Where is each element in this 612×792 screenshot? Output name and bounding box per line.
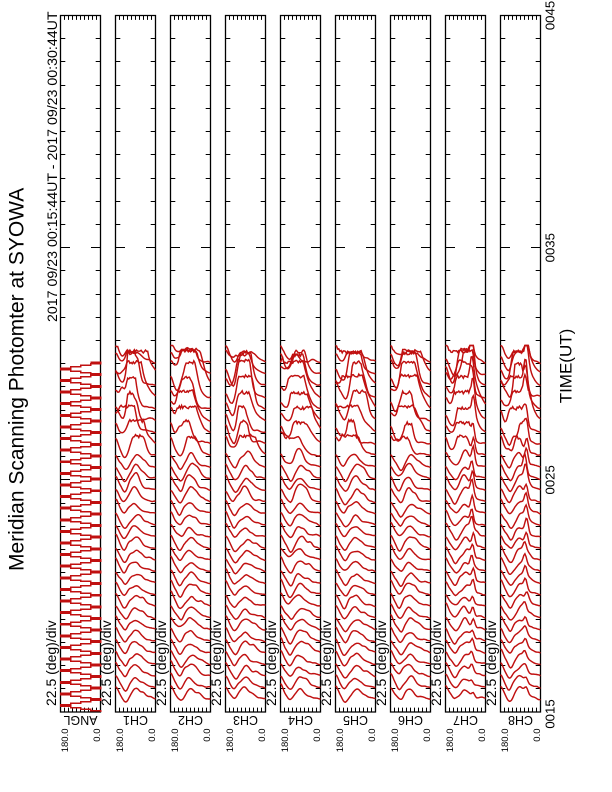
svg-text:2017 09/23 00:15:44UT - 2017 0: 2017 09/23 00:15:44UT - 2017 09/23 00:30…	[45, 11, 61, 322]
svg-text:ANGL: ANGL	[63, 713, 97, 727]
svg-text:0.0: 0.0	[422, 729, 433, 742]
svg-text:TIME(UT): TIME(UT)	[557, 329, 576, 404]
svg-text:CH8: CH8	[508, 713, 533, 727]
svg-text:0.0: 0.0	[532, 729, 543, 742]
svg-text:180.0: 180.0	[115, 729, 126, 753]
svg-text:0.0: 0.0	[477, 729, 488, 742]
svg-text:22.5 (deg)/div: 22.5 (deg)/div	[318, 620, 334, 706]
svg-text:CH6: CH6	[398, 713, 423, 727]
svg-text:22.5 (deg)/div: 22.5 (deg)/div	[428, 620, 444, 706]
svg-text:0.0: 0.0	[367, 729, 378, 742]
svg-text:22.5 (deg)/div: 22.5 (deg)/div	[153, 620, 169, 706]
svg-text:0025: 0025	[543, 465, 558, 494]
svg-text:0045: 0045	[543, 1, 558, 30]
svg-text:180.0: 180.0	[170, 729, 181, 753]
svg-text:0015: 0015	[543, 699, 558, 728]
svg-text:22.5 (deg)/div: 22.5 (deg)/div	[43, 620, 59, 706]
svg-text:0.0: 0.0	[147, 729, 158, 742]
svg-text:180.0: 180.0	[500, 729, 511, 753]
svg-text:180.0: 180.0	[60, 729, 71, 753]
svg-text:22.5 (deg)/div: 22.5 (deg)/div	[98, 620, 114, 706]
svg-text:22.5 (deg)/div: 22.5 (deg)/div	[483, 620, 499, 706]
svg-text:Meridian Scanning Photomter at: Meridian Scanning Photomter at SYOWA	[6, 188, 29, 571]
svg-text:CH2: CH2	[178, 713, 203, 727]
svg-text:CH1: CH1	[123, 713, 148, 727]
svg-text:CH7: CH7	[453, 713, 478, 727]
svg-text:22.5 (deg)/div: 22.5 (deg)/div	[263, 620, 279, 706]
svg-text:22.5 (deg)/div: 22.5 (deg)/div	[373, 620, 389, 706]
svg-text:CH3: CH3	[233, 713, 258, 727]
svg-text:0.0: 0.0	[257, 729, 268, 742]
svg-text:CH4: CH4	[288, 713, 313, 727]
svg-text:180.0: 180.0	[445, 729, 456, 753]
svg-text:22.5 (deg)/div: 22.5 (deg)/div	[208, 620, 224, 706]
svg-text:0035: 0035	[543, 233, 558, 262]
svg-text:180.0: 180.0	[280, 729, 291, 753]
svg-text:180.0: 180.0	[390, 729, 401, 753]
svg-text:0.0: 0.0	[92, 729, 103, 742]
svg-text:0.0: 0.0	[202, 729, 213, 742]
svg-text:180.0: 180.0	[225, 729, 236, 753]
svg-text:CH5: CH5	[343, 713, 368, 727]
svg-text:0.0: 0.0	[312, 729, 323, 742]
svg-text:180.0: 180.0	[335, 729, 346, 753]
